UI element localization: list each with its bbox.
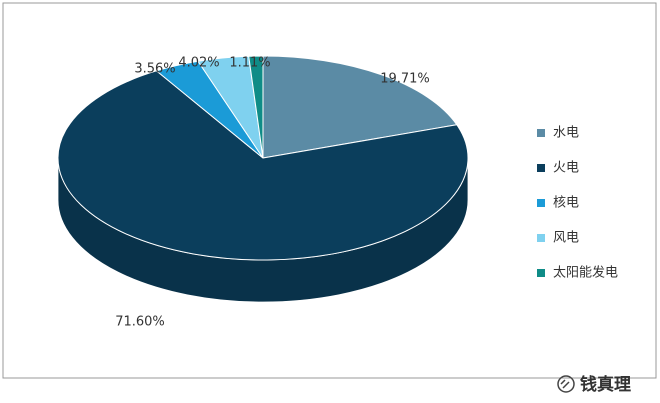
data-label: 19.71% bbox=[380, 72, 430, 87]
legend-label: 火电 bbox=[553, 161, 579, 176]
legend-label: 风电 bbox=[553, 231, 579, 246]
data-label: 1.11% bbox=[229, 56, 270, 71]
slice bbox=[248, 55, 264, 159]
watermark: 钱真理 bbox=[580, 374, 631, 395]
legend-label: 太阳能发电 bbox=[553, 265, 618, 281]
legend-swatch bbox=[537, 269, 545, 277]
legend-swatch bbox=[537, 199, 545, 207]
slice bbox=[57, 70, 469, 261]
legend-label: 水电 bbox=[553, 126, 579, 141]
legend-swatch bbox=[537, 164, 545, 172]
data-label: 3.56% bbox=[134, 62, 175, 77]
data-label: 71.60% bbox=[115, 315, 165, 330]
slice bbox=[262, 55, 458, 159]
data-label: 4.02% bbox=[178, 56, 219, 71]
legend-swatch bbox=[537, 234, 545, 242]
legend-label: 核电 bbox=[553, 196, 579, 211]
legend-swatch bbox=[537, 129, 545, 137]
watermark-icon bbox=[557, 375, 575, 393]
